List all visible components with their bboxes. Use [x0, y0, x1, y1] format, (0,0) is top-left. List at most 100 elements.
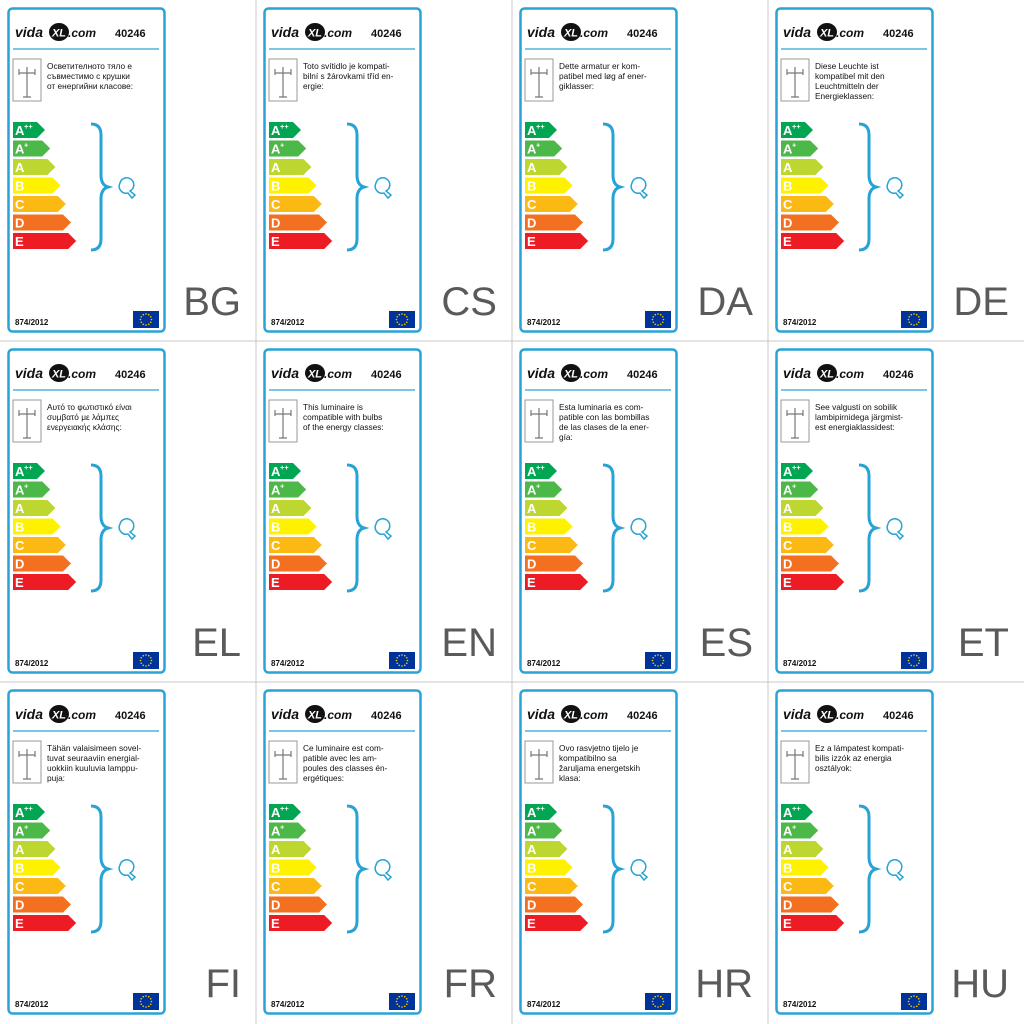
description-line: This luminaire is — [303, 402, 363, 412]
eu-star — [396, 997, 399, 1000]
eu-star — [396, 321, 399, 324]
energy-arrow — [781, 122, 813, 138]
energy-class-letter: A — [527, 501, 537, 516]
eu-star — [405, 315, 408, 318]
bulb-icon — [886, 859, 905, 882]
energy-arrow — [525, 537, 578, 553]
eu-star — [915, 1005, 918, 1008]
brace — [346, 804, 370, 934]
energy-arrow — [781, 463, 813, 479]
description-line: Осветителното тяло е — [47, 61, 132, 71]
product-number: 40246 — [115, 28, 146, 40]
energy-class-letter: E — [271, 916, 280, 931]
eu-star — [403, 313, 406, 316]
brace — [858, 804, 882, 934]
energy-class-letter: A — [783, 501, 793, 516]
eu-star — [398, 313, 401, 316]
eu-star — [662, 659, 665, 662]
bulb-icon — [886, 177, 905, 200]
energy-class-letter: A — [15, 142, 25, 157]
eu-star — [142, 995, 145, 998]
energy-class-sup: ++ — [280, 463, 289, 472]
brand-badge-bg — [561, 364, 581, 382]
energy-arrow — [269, 500, 312, 516]
energy-arrow — [269, 140, 307, 157]
brand-badge: XL — [51, 28, 66, 40]
energy-arrow — [781, 555, 839, 572]
description-line: est energiaklassidest: — [815, 422, 895, 432]
energy-class-letter: A — [783, 805, 793, 820]
regulation: 874/2012 — [271, 1000, 305, 1009]
energy-arrow — [525, 859, 573, 876]
energy-arrow — [525, 196, 578, 212]
eu-star — [907, 318, 910, 321]
energy-class-letter: A — [15, 160, 25, 175]
eu-star — [142, 1005, 145, 1008]
brand-prefix: vida — [783, 365, 811, 381]
energy-arrow — [781, 841, 824, 857]
energy-class-letter: A — [783, 160, 793, 175]
energy-arrow — [13, 896, 71, 913]
eu-star — [396, 662, 399, 665]
description-line: of the energy classes: — [303, 422, 384, 432]
brand-suffix: .com — [324, 708, 352, 722]
eu-flag — [645, 311, 671, 328]
energy-class-letter: A — [527, 123, 537, 138]
eu-flag — [133, 652, 159, 669]
language-code: HR — [695, 962, 753, 1006]
eu-star — [403, 1005, 406, 1008]
brand-badge-bg — [305, 364, 325, 382]
energy-arrow — [13, 878, 66, 894]
eu-star — [654, 313, 657, 316]
lamp-icon — [786, 749, 804, 780]
brace — [602, 804, 626, 934]
energy-label: vida XL .com 40246 Ce luminaire est com-pati… — [263, 689, 422, 1015]
label-frame — [7, 348, 166, 674]
eu-star — [398, 1005, 401, 1008]
description-line: lambipirnidega järgmist- — [815, 412, 903, 422]
brand-badge-bg — [305, 23, 325, 41]
eu-star — [659, 664, 662, 667]
brand-badge: XL — [51, 369, 66, 381]
regulation: 874/2012 — [527, 318, 561, 327]
eu-star — [652, 315, 655, 318]
brand-suffix: .com — [324, 367, 352, 381]
product-number: 40246 — [371, 710, 402, 722]
eu-flag — [389, 311, 415, 328]
energy-arrow — [525, 915, 589, 931]
eu-flag — [645, 652, 671, 669]
energy-class-letter: C — [783, 538, 793, 553]
energy-arrow — [13, 804, 45, 820]
energy-class-letter: A — [527, 464, 537, 479]
eu-star — [396, 656, 399, 659]
regulation: 874/2012 — [527, 1000, 561, 1009]
lamp-icon — [274, 749, 292, 780]
description-line: puja: — [47, 773, 65, 783]
brand-badge-bg — [49, 364, 69, 382]
eu-flag — [389, 652, 415, 669]
energy-class-sup: + — [536, 482, 541, 491]
energy-class-letter: D — [15, 216, 24, 231]
energy-arrow — [269, 915, 333, 931]
energy-label: vida XL .com 40246 Diese Leuchte istkompatib… — [775, 7, 934, 333]
eu-star — [917, 321, 920, 324]
eu-star — [145, 654, 147, 656]
brand-prefix: vida — [527, 365, 555, 381]
energy-class-letter: A — [271, 501, 281, 516]
label-frame — [775, 7, 934, 333]
energy-class-letter: D — [783, 216, 792, 231]
description-line: kompatibilno sa — [559, 753, 617, 763]
brand-badge-bg — [49, 705, 69, 723]
energy-arrow — [269, 481, 307, 498]
energy-class-letter: C — [15, 879, 25, 894]
energy-class-letter: A — [15, 464, 25, 479]
energy-arrow — [13, 822, 51, 839]
energy-arrow — [269, 574, 333, 590]
description-line: klasa: — [559, 773, 581, 783]
energy-class-letter: E — [783, 234, 792, 249]
product-number: 40246 — [371, 28, 402, 40]
lamp-icon — [18, 67, 36, 98]
brand-badge: XL — [563, 710, 578, 722]
